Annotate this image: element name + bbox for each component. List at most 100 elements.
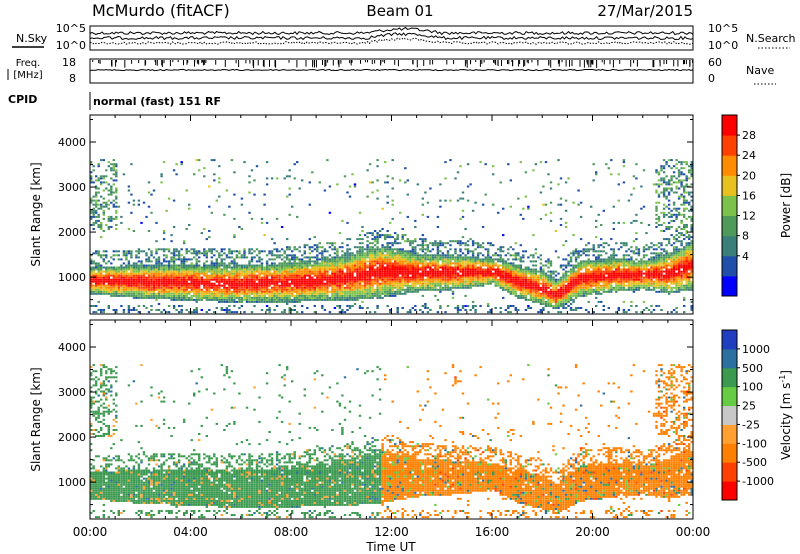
data-cell — [399, 286, 402, 289]
data-cell — [363, 248, 367, 251]
data-cell — [200, 292, 203, 295]
data-cell — [343, 298, 347, 301]
data-cell — [487, 282, 490, 285]
data-cell — [441, 272, 445, 275]
data-cell — [167, 274, 171, 277]
data-cell — [539, 274, 543, 277]
data-cell — [539, 288, 543, 291]
data-cell — [512, 280, 515, 283]
data-cell — [454, 258, 457, 261]
data-cell — [487, 262, 490, 265]
data-cell — [107, 305, 110, 307]
data-cell — [378, 270, 382, 273]
data-cell — [286, 254, 289, 257]
data-cell — [270, 294, 274, 297]
data-cell — [275, 280, 279, 283]
data-cell — [552, 282, 555, 285]
data-cell — [223, 266, 226, 269]
data-cell — [147, 272, 151, 275]
data-cell — [95, 252, 98, 255]
data-cell — [265, 254, 269, 257]
data-cell — [180, 296, 183, 299]
data-cell — [183, 264, 186, 267]
data-cell — [273, 254, 276, 257]
data-cell — [394, 252, 397, 255]
data-cell — [544, 203, 548, 206]
data-cell — [436, 270, 440, 273]
data-cell — [358, 294, 362, 297]
data-cell — [466, 256, 470, 259]
data-cell — [157, 248, 161, 251]
data-cell — [451, 276, 455, 279]
data-cell — [137, 264, 141, 267]
data-cell — [474, 256, 477, 259]
data-cell — [177, 268, 181, 271]
data-cell — [92, 260, 95, 263]
data-cell — [421, 258, 424, 261]
data-cell — [283, 262, 286, 265]
data-cell — [105, 181, 108, 184]
data-cell — [321, 284, 324, 287]
data-cell — [371, 260, 374, 263]
data-cell — [544, 278, 548, 281]
data-cell — [469, 274, 472, 277]
data-cell — [378, 234, 382, 237]
data-cell — [343, 282, 347, 285]
data-cell — [434, 294, 437, 297]
data-cell — [152, 286, 156, 289]
data-cell — [245, 266, 249, 269]
data-cell — [366, 264, 369, 267]
data-cell — [160, 272, 163, 275]
data-cell — [539, 309, 543, 311]
data-cell — [203, 254, 206, 257]
data-cell — [203, 268, 206, 271]
data-cell — [286, 288, 289, 291]
data-cell — [356, 280, 359, 283]
data-cell — [293, 260, 296, 263]
data-cell — [414, 248, 417, 251]
data-cell — [288, 276, 291, 279]
data-cell — [198, 284, 201, 287]
data-cell — [125, 252, 128, 255]
data-cell — [230, 278, 234, 281]
data-cell — [564, 300, 568, 303]
data-cell — [476, 274, 480, 277]
data-cell — [391, 262, 394, 265]
data-cell — [105, 169, 108, 172]
data-cell — [268, 290, 271, 293]
data-cell — [112, 272, 115, 275]
data-cell — [456, 240, 460, 243]
data-cell — [368, 260, 372, 263]
data-cell — [554, 290, 558, 293]
data-cell — [363, 272, 367, 275]
data-cell — [434, 266, 437, 269]
data-cell — [147, 274, 151, 277]
data-cell — [250, 290, 254, 293]
data-cell — [396, 290, 399, 293]
data-cell — [401, 252, 404, 255]
data-cell — [225, 296, 229, 299]
data-cell — [353, 296, 357, 299]
data-cell — [195, 258, 198, 261]
data-cell — [157, 294, 161, 297]
data-cell — [436, 298, 440, 301]
data-cell — [218, 264, 221, 267]
data-cell — [132, 262, 136, 265]
data-cell — [328, 266, 332, 269]
data-cell — [127, 266, 131, 269]
data-cell — [479, 264, 482, 267]
data-cell — [183, 282, 186, 285]
data-cell — [318, 264, 321, 267]
data-cell — [301, 290, 304, 293]
data-cell — [371, 256, 374, 259]
data-cell — [378, 250, 382, 253]
noise-left-label: N.Sky — [16, 32, 48, 45]
data-cell — [112, 280, 115, 283]
data-cell — [552, 270, 555, 273]
data-cell — [301, 298, 304, 301]
data-cell — [270, 282, 274, 285]
data-cell — [368, 252, 372, 255]
data-cell — [228, 205, 231, 208]
data-cell — [238, 284, 241, 287]
freq-traces — [89, 60, 694, 72]
